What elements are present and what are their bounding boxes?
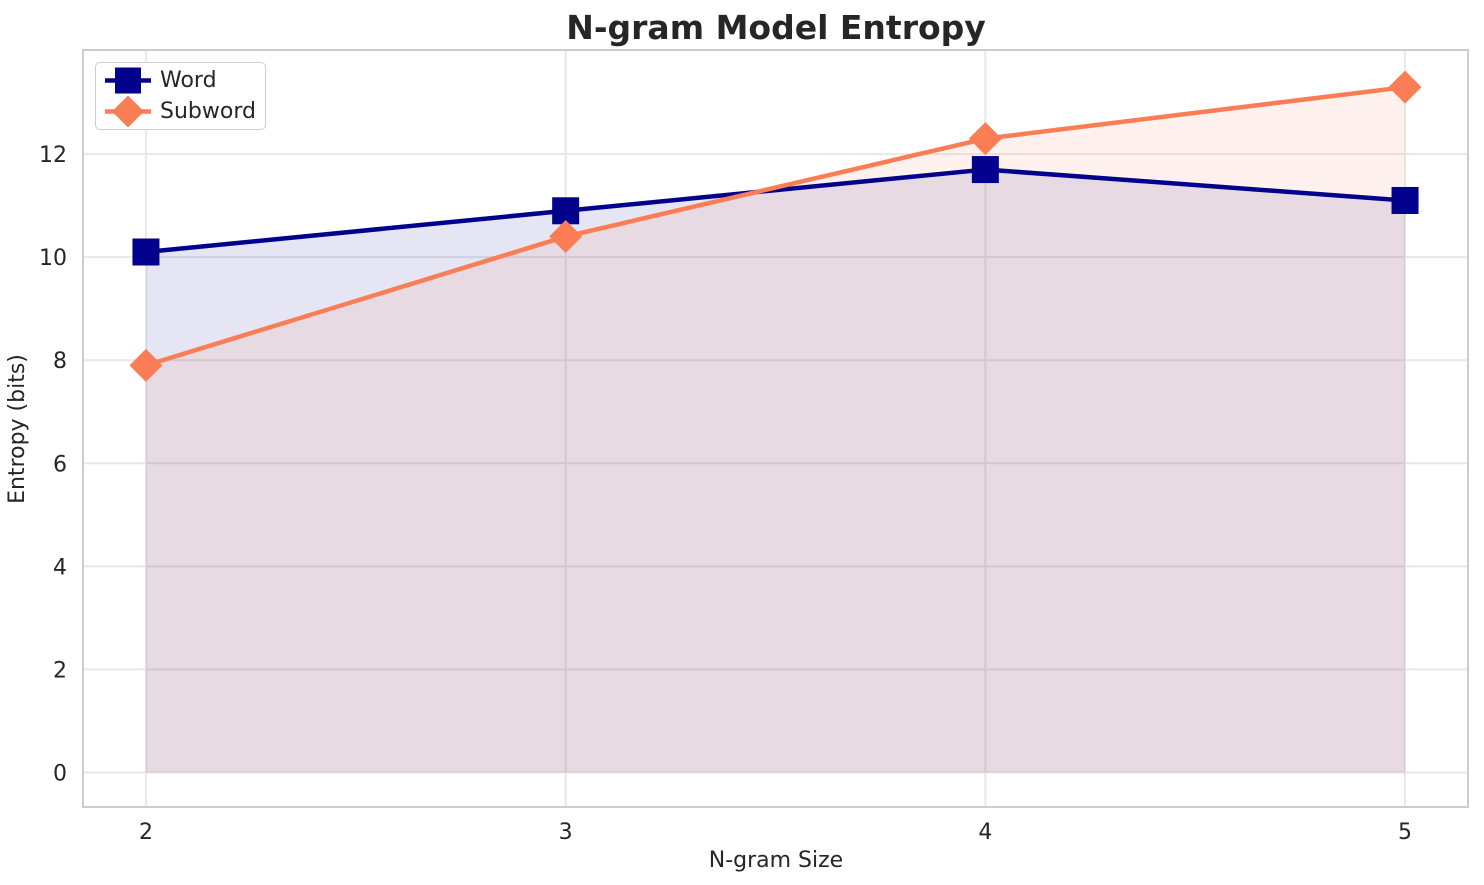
area-fills — [145, 87, 1406, 773]
y-tick-label: 0 — [53, 761, 67, 786]
x-tick-label: 2 — [139, 820, 153, 845]
plot-border — [82, 49, 1469, 808]
legend-label-subword: Subword — [160, 99, 256, 124]
y-tick-label: 8 — [53, 349, 67, 374]
subword-marker — [129, 348, 163, 382]
word-area-fill — [145, 169, 1406, 773]
subword-line-diamond-icon — [105, 96, 151, 127]
subword-line — [143, 84, 1408, 368]
x-tick-label: 4 — [978, 820, 992, 845]
subword-marker — [1388, 70, 1422, 104]
grid-lines — [83, 50, 1468, 807]
x-tick-label: 5 — [1398, 820, 1412, 845]
series-lines — [143, 84, 1408, 368]
series-markers — [129, 70, 1422, 382]
subword-area-fill — [145, 87, 1406, 773]
word-marker — [971, 156, 999, 184]
y-tick-label: 12 — [39, 143, 67, 168]
word-marker — [132, 238, 160, 266]
subword-marker — [968, 122, 1002, 156]
y-tick-label: 10 — [39, 246, 67, 271]
legend-item-subword: Subword — [103, 96, 256, 127]
subword-marker — [549, 220, 583, 254]
axes-spines — [82, 49, 1469, 808]
y-tick-label: 6 — [53, 452, 67, 477]
chart-title: N-gram Model Entropy — [566, 8, 986, 47]
y-axis-label: Entropy (bits) — [5, 354, 30, 504]
y-tick-label: 4 — [53, 555, 67, 580]
legend-item-word: Word — [103, 65, 256, 96]
legend: Word Subword — [95, 62, 266, 130]
word-marker — [552, 197, 580, 225]
y-tick-label: 2 — [53, 658, 67, 683]
word-line-square-icon — [105, 67, 151, 94]
legend-label-word: Word — [160, 68, 217, 93]
x-axis-label: N-gram Size — [709, 848, 843, 873]
tick-labels: 2 3 4 5 0 2 4 6 8 10 12 — [39, 143, 1412, 845]
word-marker — [1391, 186, 1419, 214]
x-tick-label: 3 — [559, 820, 573, 845]
word-line — [143, 167, 1408, 255]
